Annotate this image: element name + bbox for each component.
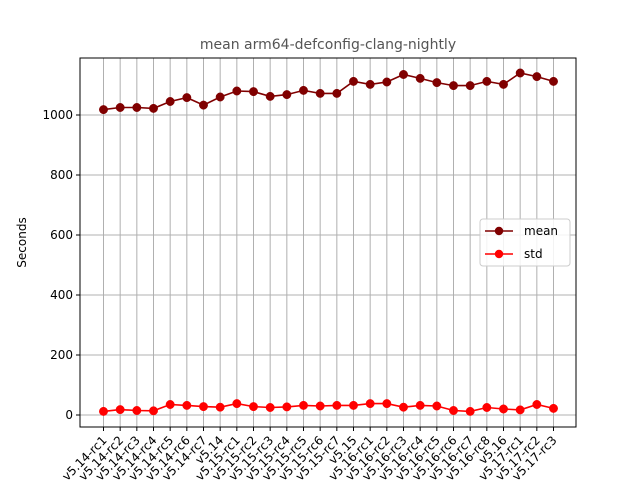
- data-point-std: [365, 399, 375, 409]
- series-mean: [99, 68, 558, 115]
- chart-title: mean arm64-defconfig-clang-nightly: [200, 37, 456, 53]
- grid: [80, 58, 576, 427]
- data-point-std: [199, 402, 208, 412]
- data-point-std: [115, 405, 125, 415]
- data-point-mean: [515, 68, 525, 78]
- plot-frame: [79, 57, 577, 428]
- legend-marker-mean: [494, 226, 504, 236]
- data-point-std: [399, 402, 408, 412]
- data-point-mean: [415, 73, 425, 83]
- data-point-std: [182, 400, 192, 410]
- y-tick-label: 200: [50, 348, 73, 362]
- data-point-mean: [432, 78, 442, 88]
- data-point-std: [282, 402, 292, 412]
- x-ticks: v5.14-rc1v5.14-rc2v5.14-rc3v5.14-rc4v5.1…: [59, 427, 560, 480]
- data-point-mean: [249, 87, 258, 97]
- data-point-mean: [165, 97, 175, 106]
- y-ticks: 0 200 400 600 800 1000: [42, 108, 80, 422]
- data-point-mean: [532, 72, 542, 82]
- data-point-std: [499, 404, 508, 414]
- y-tick-label: 400: [50, 288, 73, 302]
- data-point-mean: [215, 92, 225, 102]
- data-point-mean: [499, 79, 508, 89]
- data-point-mean: [265, 91, 275, 101]
- data-point-mean: [99, 105, 108, 115]
- data-point-mean: [199, 100, 208, 110]
- data-point-std: [99, 406, 108, 416]
- data-point-mean: [332, 88, 342, 98]
- data-point-std: [532, 400, 542, 409]
- data-point-mean: [232, 86, 242, 96]
- data-point-std: [515, 405, 525, 415]
- data-point-mean: [299, 85, 308, 95]
- series-line-mean: [103, 72, 554, 111]
- data-point-std: [465, 406, 475, 416]
- y-tick-label: 1000: [42, 108, 73, 122]
- data-point-std: [349, 400, 358, 410]
- legend-label-std: std: [524, 247, 543, 261]
- data-point-std: [332, 400, 342, 410]
- data-point-mean: [349, 76, 358, 86]
- data-point-std: [165, 400, 175, 409]
- data-point-mean: [449, 81, 458, 91]
- data-point-mean: [549, 76, 558, 86]
- data-point-std: [299, 400, 308, 410]
- y-tick-label: 800: [50, 168, 73, 182]
- series-layer: [99, 68, 558, 416]
- data-point-mean: [115, 103, 125, 112]
- y-axis-label: Seconds: [15, 217, 29, 267]
- data-point-std: [482, 403, 492, 412]
- data-point-mean: [149, 103, 158, 113]
- legend-label-mean: mean: [524, 224, 558, 238]
- data-point-mean: [482, 76, 492, 86]
- data-point-std: [249, 402, 258, 412]
- data-point-std: [132, 406, 142, 415]
- legend: mean std: [479, 218, 571, 267]
- data-point-std: [415, 400, 425, 410]
- data-point-std: [215, 402, 225, 412]
- data-point-mean: [382, 77, 392, 87]
- legend-marker-std: [494, 249, 504, 259]
- data-point-mean: [465, 81, 475, 91]
- data-point-mean: [365, 79, 375, 89]
- data-point-std: [549, 403, 558, 413]
- y-tick-label: 0: [65, 408, 73, 422]
- data-point-std: [432, 401, 442, 411]
- data-point-std: [232, 399, 242, 409]
- y-tick-label: 600: [50, 228, 73, 242]
- data-point-mean: [182, 93, 192, 103]
- series-std: [99, 399, 558, 416]
- data-point-mean: [399, 70, 408, 79]
- data-point-mean: [132, 103, 142, 112]
- data-point-std: [315, 401, 325, 411]
- data-point-std: [265, 403, 275, 412]
- data-point-std: [382, 399, 392, 409]
- data-point-mean: [282, 90, 292, 100]
- data-point-std: [449, 406, 458, 415]
- data-point-std: [149, 406, 158, 416]
- series-line-std: [103, 402, 554, 413]
- data-point-mean: [315, 88, 325, 98]
